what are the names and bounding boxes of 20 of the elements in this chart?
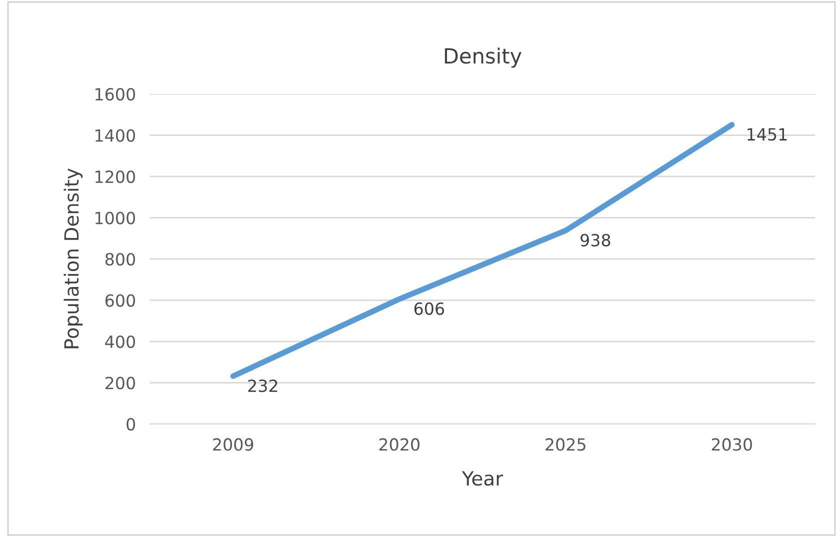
y-tick-label: 0: [126, 418, 136, 431]
data-label: 606: [414, 302, 444, 315]
data-label: 1451: [748, 128, 787, 141]
data-label: 938: [580, 234, 610, 246]
y-tick-label: 1600: [96, 88, 136, 101]
y-tick-label: 600: [105, 294, 136, 307]
y-axis-title: Population Density: [64, 168, 83, 348]
chart-title: Density: [444, 48, 522, 68]
y-tick-label: 200: [106, 376, 136, 390]
x-axis-title: Year: [462, 471, 504, 486]
data-label: 232: [248, 379, 278, 392]
x-tick-label: 2020: [379, 438, 420, 451]
x-tick-label: 2030: [712, 438, 752, 451]
y-tick-label: 400: [105, 335, 136, 348]
x-tick-label: 2009: [213, 438, 254, 451]
y-tick-label: 1200: [96, 170, 136, 184]
y-tick-label: 800: [105, 252, 136, 266]
y-tick-label: 1400: [96, 129, 136, 142]
y-tick-label: 1000: [96, 212, 136, 224]
x-tick-label: 2025: [546, 438, 586, 451]
